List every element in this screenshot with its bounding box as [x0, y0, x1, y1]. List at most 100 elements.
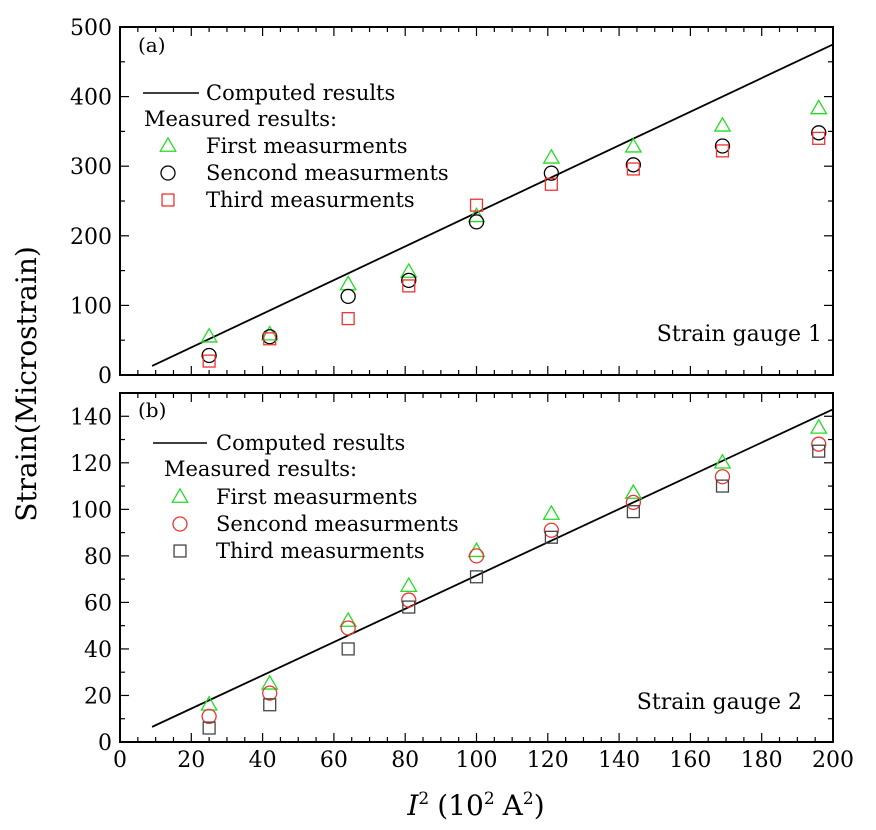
y-tick-label: 100 — [70, 294, 112, 319]
y-tick-label: 100 — [70, 498, 112, 523]
y-tick-label: 0 — [98, 364, 112, 389]
legend-b-second-label: Sencond measurments — [216, 512, 459, 536]
legend-a-third-label: Third measurments — [206, 188, 415, 212]
triangle-point — [260, 674, 279, 690]
circle-point — [401, 592, 417, 608]
triangle-point — [339, 275, 357, 291]
x-tick-label: 40 — [249, 748, 277, 773]
square-point — [263, 332, 277, 346]
legend-b-square-symbol — [173, 544, 187, 558]
legend-circle-marker — [172, 516, 188, 532]
panel-b-label: (b) — [138, 398, 166, 422]
panel-b: 0 20 40 60 80 100 120 140 160 180 200 0 20 40 60 80 100 1… — [70, 392, 854, 773]
circle-point — [714, 469, 731, 485]
square-point — [715, 479, 730, 493]
legend-triangle-marker — [171, 487, 189, 503]
y-tick-label: 40 — [84, 638, 112, 663]
panel-a-legend: Computed results Measured results: First… — [143, 81, 449, 212]
x-axis-title-exp1: 2 — [484, 789, 495, 809]
y-tick-label: 80 — [84, 545, 112, 570]
circle-point — [543, 165, 560, 181]
legend-a-second-label: Sencond measurments — [206, 161, 449, 185]
triangle-point — [542, 148, 561, 164]
y-tick-label: 300 — [70, 155, 112, 180]
y-axis-title: Strain(Microstrain) — [10, 246, 43, 522]
square-point — [626, 505, 640, 519]
x-tick-label: 0 — [113, 748, 127, 773]
legend-a-header: Measured results: — [144, 107, 337, 131]
legend-circle-marker — [160, 165, 176, 181]
square-point — [341, 642, 355, 656]
x-tick-label: 160 — [669, 748, 711, 773]
y-tick-label: 200 — [70, 225, 112, 250]
computed-results-line — [151, 408, 834, 728]
panel-b-ticks — [119, 392, 834, 743]
legend-a-computed-label: Computed results — [206, 81, 395, 105]
y-tick-label: 60 — [84, 591, 112, 616]
square-point — [626, 162, 640, 176]
x-axis-title-unit: A — [502, 789, 524, 822]
square-point — [202, 354, 216, 368]
square-point — [263, 698, 277, 712]
y-tick-label: 500 — [70, 16, 112, 41]
triangle-point — [399, 576, 418, 592]
legend-a-triangle-symbol — [159, 136, 177, 152]
square-point — [341, 312, 355, 326]
legend-b-first-label: First measurments — [216, 485, 418, 509]
legend-a-square-symbol — [161, 193, 175, 207]
square-point — [812, 131, 826, 145]
circle-point — [468, 548, 485, 564]
y-tick-label: 400 — [70, 86, 112, 111]
circle-point — [714, 138, 731, 154]
square-point — [544, 530, 558, 544]
x-axis-title-exp2: 2 — [523, 789, 534, 809]
x-axis-title-var: I — [406, 789, 419, 822]
panel-a-computed-line-group — [151, 43, 834, 367]
circle-point — [401, 272, 417, 288]
circle-point — [201, 708, 217, 725]
circle-point — [340, 288, 356, 305]
legend-b-header: Measured results: — [164, 457, 357, 481]
x-axis-title-open: (10 — [437, 789, 484, 822]
triangle-point — [200, 327, 218, 343]
panel-b-tick-labels: 0 20 40 60 80 100 120 140 160 180 200 0 20 40 60 80 100 1… — [70, 405, 854, 773]
legend-b-computed-label: Computed results — [216, 431, 405, 455]
panel-a-gauge-label: Strain gauge 1 — [657, 322, 822, 347]
y-tick-label: 140 — [70, 405, 112, 430]
x-tick-label: 180 — [741, 748, 783, 773]
square-point — [544, 177, 558, 191]
square-point — [402, 279, 416, 293]
circle-point — [625, 157, 642, 173]
panel-b-computed-line-group — [151, 408, 834, 728]
x-tick-label: 140 — [598, 748, 640, 773]
triangle-point — [809, 99, 828, 115]
triangle-point — [624, 483, 643, 499]
panel-b-markers — [200, 418, 828, 735]
x-tick-label: 20 — [177, 748, 205, 773]
square-point — [469, 198, 484, 212]
y-tick-label: 20 — [84, 684, 112, 709]
triangle-point — [467, 206, 486, 223]
circle-point — [262, 685, 278, 701]
legend-a-circle-symbol — [160, 165, 176, 181]
legend-square-marker — [173, 544, 187, 558]
panel-b-legend: Computed results Measured results: First… — [153, 431, 459, 563]
y-tick-label: 0 — [98, 731, 112, 756]
legend-square-marker — [161, 193, 175, 207]
x-tick-label: 80 — [391, 748, 419, 773]
circle-point — [340, 620, 356, 636]
x-tick-label: 120 — [527, 748, 569, 773]
triangle-point — [713, 116, 732, 132]
triangle-point — [713, 453, 732, 469]
panel-b-gauge-label: Strain gauge 2 — [637, 690, 802, 715]
panel-a: 0 100 200 300 400 500 (a) Computed results Me… — [70, 16, 834, 389]
circle-point — [201, 347, 217, 364]
circle-point — [543, 522, 560, 538]
triangle-point — [339, 611, 357, 627]
square-point — [715, 144, 730, 158]
circle-point — [811, 436, 827, 452]
triangle-point — [399, 262, 418, 278]
x-tick-label: 100 — [456, 748, 498, 773]
legend-b-triangle-symbol — [171, 487, 189, 503]
